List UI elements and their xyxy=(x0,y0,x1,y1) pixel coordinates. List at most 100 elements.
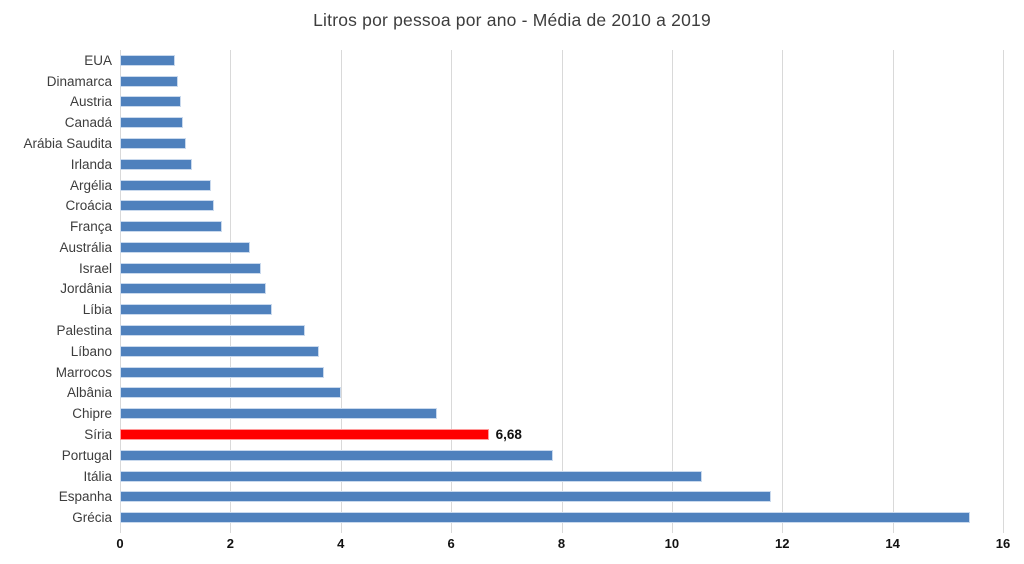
y-axis-label: Irlanda xyxy=(70,156,112,172)
gridline xyxy=(671,50,673,528)
y-axis-labels: EUA Dinamarca Austria Canadá Arábia Saudita I… xyxy=(0,50,112,528)
bar-chipre xyxy=(120,408,438,420)
y-axis-label: França xyxy=(69,219,112,235)
y-axis-label: Itália xyxy=(83,468,112,484)
bar-row xyxy=(120,71,1003,92)
x-tick-mark xyxy=(120,528,121,533)
bar-row xyxy=(120,237,1003,258)
bar-portugal xyxy=(120,449,554,461)
bar-italia xyxy=(120,470,703,482)
bar-row xyxy=(120,50,1003,71)
x-tick-mark xyxy=(451,528,453,533)
bar-row xyxy=(120,133,1003,154)
bar-row xyxy=(120,320,1003,341)
y-axis-label: Marrocos xyxy=(55,364,112,380)
bar-austria xyxy=(120,96,181,108)
x-tick-label: 14 xyxy=(885,536,900,551)
bar-marrocos xyxy=(120,366,325,378)
bar-irlanda xyxy=(120,158,192,170)
bar-albania xyxy=(120,387,341,399)
bar-row xyxy=(120,383,1003,404)
x-tick-mark xyxy=(1003,528,1004,533)
y-axis-label: Arábia Saudita xyxy=(23,136,112,152)
x-tick-label: 16 xyxy=(995,536,1011,551)
bar-row xyxy=(120,403,1003,424)
bar-row xyxy=(120,258,1003,279)
y-axis-label: Chipre xyxy=(72,406,112,422)
bar-row: 6,68 xyxy=(120,424,1003,445)
x-tick-label: 12 xyxy=(775,536,790,551)
bar-row xyxy=(120,112,1003,133)
x-tick-label: 10 xyxy=(664,536,680,551)
y-axis-label: Líbia xyxy=(82,302,112,318)
bar-libano xyxy=(120,345,319,357)
x-tick-mark xyxy=(561,528,563,533)
bar-row xyxy=(120,445,1003,466)
y-axis-label: Croácia xyxy=(65,198,112,214)
x-tick-label: 2 xyxy=(226,536,234,551)
bar-row xyxy=(120,279,1003,300)
bar-eua xyxy=(120,54,176,66)
x-tick-mark xyxy=(892,528,894,533)
y-axis-label: Líbano xyxy=(70,343,112,359)
bar-jordania xyxy=(120,283,267,295)
gridline xyxy=(782,50,784,528)
gridline xyxy=(1003,50,1004,528)
bar-row xyxy=(120,466,1003,487)
x-tick-mark xyxy=(671,528,673,533)
bar-espanha xyxy=(120,491,772,503)
bar-croacia xyxy=(120,200,214,212)
bar-dinamarca xyxy=(120,75,178,87)
bar-row xyxy=(120,362,1003,383)
gridline xyxy=(340,50,342,528)
y-axis-label: Austrália xyxy=(59,239,112,255)
x-tick-mark xyxy=(782,528,784,533)
bar-franca xyxy=(120,221,223,233)
bar-row xyxy=(120,175,1003,196)
bar-row xyxy=(120,216,1003,237)
bar-row xyxy=(120,299,1003,320)
bar-row xyxy=(120,154,1003,175)
bar-australia xyxy=(120,241,250,253)
data-label-highlight: 6,68 xyxy=(495,426,522,442)
x-tick-mark xyxy=(340,528,342,533)
y-axis-label: Argélia xyxy=(69,177,112,193)
bar-palestina xyxy=(120,325,305,337)
plot-area: 6,68 xyxy=(120,50,1004,528)
bar-libia xyxy=(120,304,272,316)
y-axis-label: Palestina xyxy=(56,323,112,339)
y-axis-label: Israel xyxy=(78,260,112,276)
y-axis-label: Jordânia xyxy=(60,281,112,297)
y-axis-label: Albânia xyxy=(66,385,112,401)
x-tick-label: 6 xyxy=(447,536,455,551)
bar-grecia xyxy=(120,512,970,524)
y-axis-label: Dinamarca xyxy=(46,73,112,89)
bar-arabia-saudita xyxy=(120,138,187,150)
bar-row xyxy=(120,195,1003,216)
bar-row xyxy=(120,92,1003,113)
bar-row xyxy=(120,341,1003,362)
bar-argelia xyxy=(120,179,212,191)
bar-siria xyxy=(120,428,489,440)
gridline xyxy=(561,50,563,528)
bar-row xyxy=(120,507,1003,528)
bar-israel xyxy=(120,262,261,274)
y-axis-label: Síria xyxy=(84,426,112,442)
y-axis-label: Portugal xyxy=(61,447,112,463)
x-tick-label: 4 xyxy=(337,536,345,551)
y-axis-label: EUA xyxy=(84,52,112,68)
chart-title: Litros por pessoa por ano - Média de 201… xyxy=(313,10,711,30)
y-axis-label: Grécia xyxy=(72,510,112,526)
x-tick-label: 8 xyxy=(557,536,566,551)
bar-row xyxy=(120,486,1003,507)
x-axis: 0 2 4 6 8 10 12 14 16 xyxy=(116,528,1010,558)
bar-canada xyxy=(120,117,184,129)
y-axis-label: Espanha xyxy=(58,489,112,505)
gridline xyxy=(892,50,894,528)
bar-rows: 6,68 xyxy=(120,50,1003,528)
gridline xyxy=(451,50,453,528)
y-axis-label: Austria xyxy=(69,94,112,110)
x-tick-mark xyxy=(230,528,232,533)
x-tick-label: 0 xyxy=(116,536,124,551)
